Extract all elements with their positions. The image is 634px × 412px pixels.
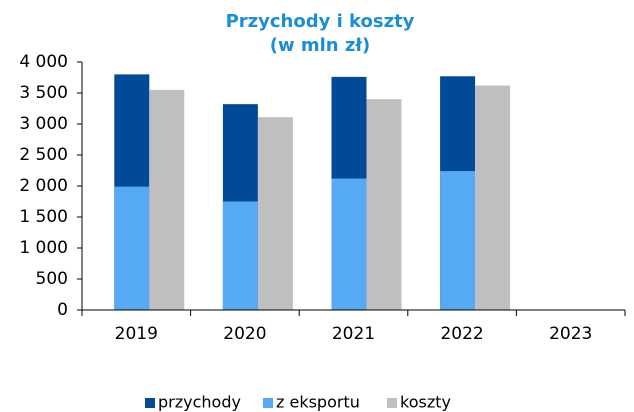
y-tick-label: 2 500 (19, 145, 68, 165)
legend-label: koszty (400, 393, 451, 412)
bar (366, 99, 402, 310)
legend-label: przychody (158, 393, 241, 412)
y-tick-label: 1 500 (19, 207, 68, 227)
y-tick-label: 500 (36, 269, 68, 289)
bar (257, 117, 293, 311)
legend-swatch (145, 398, 155, 408)
bar (475, 85, 511, 310)
x-tick-label: 2022 (440, 324, 483, 344)
x-tick-label: 2023 (549, 324, 592, 344)
y-tick-label: 2 000 (19, 176, 68, 196)
chart-title: Przychody i koszty (226, 11, 415, 32)
legend-swatch (387, 398, 397, 408)
y-tick-label: 3 000 (19, 114, 68, 134)
chart-subtitle: (w mln zł) (270, 35, 371, 56)
bar (331, 178, 367, 310)
y-tick-label: 0 (57, 300, 68, 320)
y-tick-label: 3 500 (19, 83, 68, 103)
bar (114, 186, 150, 310)
legend-swatch (263, 398, 273, 408)
x-tick-label: 2020 (223, 324, 266, 344)
x-tick-label: 2021 (332, 324, 375, 344)
legend-label: z eksportu (276, 393, 360, 412)
y-tick-label: 1 000 (19, 238, 68, 258)
bar (440, 171, 476, 310)
x-tick-label: 2019 (115, 324, 158, 344)
bar (149, 89, 185, 311)
bar (222, 201, 258, 310)
y-tick-label: 4 000 (19, 52, 68, 72)
